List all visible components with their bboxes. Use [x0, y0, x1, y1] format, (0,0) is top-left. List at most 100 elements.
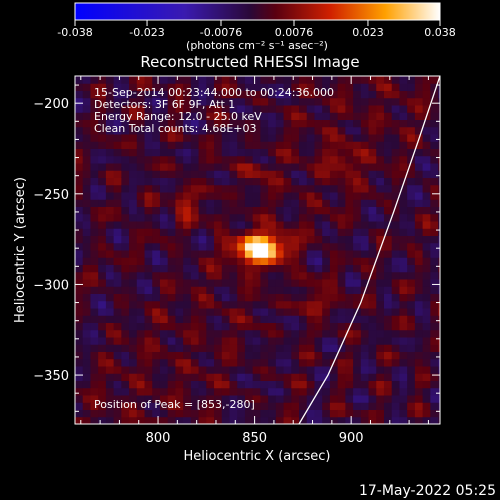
heatmap-cell — [229, 148, 238, 157]
heatmap-cell — [105, 322, 115, 331]
heatmap-cell — [275, 271, 285, 280]
heatmap-cell — [159, 315, 169, 323]
heatmap-cell — [407, 148, 416, 157]
y-tick-label: −200 — [33, 97, 69, 112]
heatmap-cell — [399, 322, 408, 331]
heatmap-cell — [129, 213, 138, 222]
heatmap-cell — [183, 300, 192, 309]
heatmap-cell — [183, 416, 192, 424]
heatmap-cell — [98, 271, 107, 280]
heatmap-cell — [144, 184, 153, 193]
heatmap-cell — [121, 337, 130, 345]
heatmap-cell — [198, 90, 207, 99]
heatmap-cell — [383, 148, 393, 157]
heatmap-cell — [283, 105, 292, 113]
heatmap-cell — [291, 148, 300, 157]
heatmap-cell — [430, 344, 439, 352]
heatmap-cell — [414, 83, 424, 91]
heatmap-cell — [152, 192, 161, 200]
heatmap-cell — [414, 228, 424, 236]
heatmap-cell — [221, 373, 230, 381]
heatmap-cell — [206, 264, 215, 273]
heatmap-cell — [214, 141, 223, 149]
heatmap-cell — [306, 83, 315, 91]
heatmap-cell — [190, 97, 200, 106]
y-axis-label: Heliocentric Y (arcsec) — [13, 177, 28, 323]
heatmap-cell — [152, 264, 161, 273]
heatmap-cell — [175, 163, 184, 171]
heatmap-cell — [136, 416, 146, 424]
heatmap-cell — [75, 286, 84, 294]
heatmap-cell — [252, 163, 261, 171]
heatmap-cell — [306, 344, 315, 352]
heatmap-cell — [75, 387, 84, 396]
heatmap-cell — [129, 97, 138, 106]
heatmap-cell — [314, 315, 323, 323]
heatmap-cell — [283, 76, 292, 84]
heatmap-cell — [113, 76, 122, 84]
heatmap-cell — [214, 308, 223, 316]
heatmap-cell — [221, 358, 230, 367]
heatmap-cell — [159, 308, 169, 316]
heatmap-cell — [422, 177, 431, 186]
heatmap-cell — [368, 366, 377, 374]
heatmap-cell — [329, 366, 339, 374]
plot-area: 800 850 900−200−250−300−350 — [33, 75, 441, 446]
heatmap-cell — [190, 163, 200, 171]
heatmap-cell — [82, 112, 91, 120]
heatmap-cell — [360, 170, 370, 178]
heatmap-cell — [383, 177, 393, 186]
heatmap-cell — [221, 271, 230, 280]
heatmap-cell — [144, 264, 153, 273]
heatmap-cell — [337, 76, 346, 84]
heatmap-cell — [414, 344, 424, 352]
heatmap-cell — [407, 380, 416, 389]
heatmap-cell — [337, 351, 346, 360]
heatmap-cell — [113, 119, 122, 128]
heatmap-cell — [399, 105, 408, 113]
heatmap-cell — [214, 271, 223, 280]
heatmap-cell — [275, 300, 285, 309]
heatmap-cell — [407, 387, 416, 396]
heatmap-cell — [260, 337, 269, 345]
heatmap-cell — [360, 250, 370, 258]
heatmap-cell — [198, 329, 207, 338]
heatmap-cell — [314, 112, 323, 120]
heatmap-cell — [206, 206, 215, 215]
heatmap-cell — [190, 170, 200, 178]
heatmap-cell — [252, 250, 261, 258]
heatmap-cell — [144, 126, 153, 135]
heatmap-cell — [422, 257, 431, 265]
heatmap-cell — [82, 402, 91, 410]
heatmap-cell — [159, 221, 169, 229]
heatmap-cell — [383, 358, 393, 367]
heatmap-cell — [167, 395, 176, 403]
heatmap-cell — [329, 119, 339, 128]
heatmap-cell — [430, 366, 439, 374]
heatmap-cell — [383, 344, 393, 352]
heatmap-cell — [345, 221, 354, 229]
heatmap-cell — [244, 387, 254, 396]
heatmap-cell — [438, 300, 440, 309]
heatmap-cell — [244, 380, 254, 389]
heatmap-cell — [368, 192, 377, 200]
heatmap-cell — [329, 257, 339, 265]
heatmap-cell — [82, 344, 91, 352]
heatmap-cell — [438, 155, 440, 164]
heatmap-cell — [237, 344, 246, 352]
heatmap-cell — [121, 126, 130, 135]
heatmap-cell — [136, 134, 146, 142]
heatmap-cell — [159, 351, 169, 360]
heatmap-cell — [90, 97, 99, 106]
heatmap-cell — [75, 271, 84, 280]
heatmap-cell — [90, 163, 99, 171]
heatmap-cell — [337, 213, 346, 222]
heatmap-cell — [159, 235, 169, 244]
heatmap-cell — [360, 112, 370, 120]
heatmap-cell — [376, 192, 385, 200]
y-tick-label: −250 — [33, 188, 69, 203]
heatmap-cell — [430, 97, 439, 106]
heatmap-cell — [414, 351, 424, 360]
heatmap-cell — [314, 264, 323, 273]
heatmap-cell — [353, 250, 362, 258]
